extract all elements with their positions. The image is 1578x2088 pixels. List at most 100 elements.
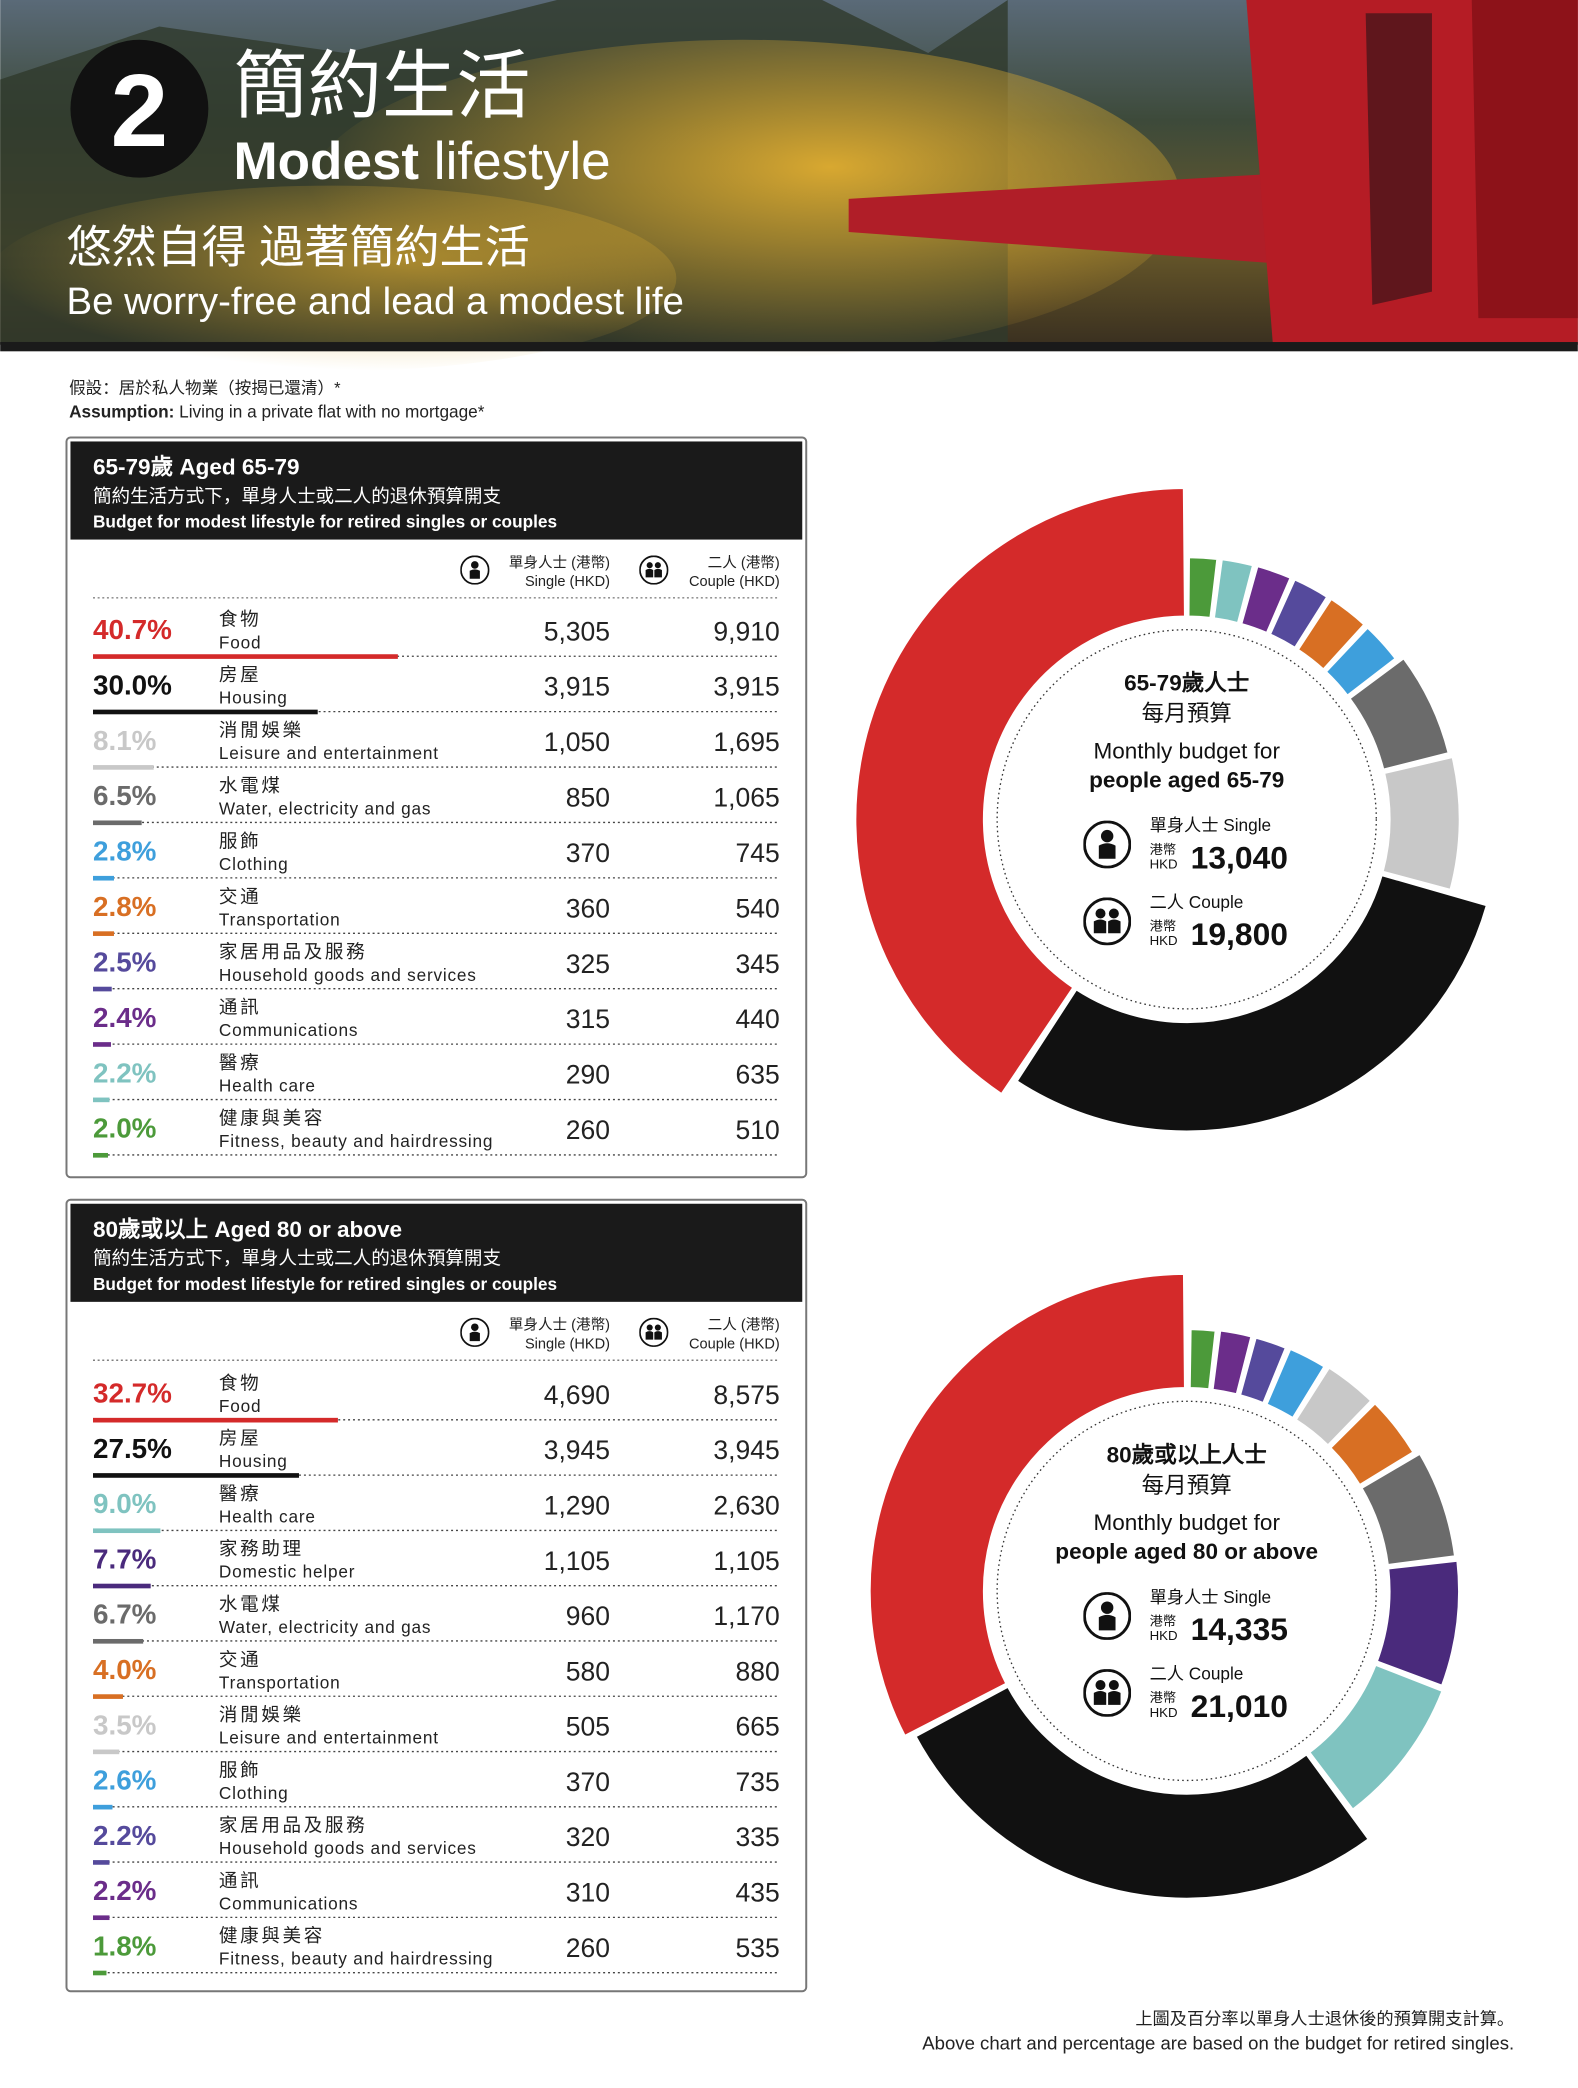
table-header xyxy=(70,1203,803,1302)
category-zh: 水電煤 xyxy=(219,1593,283,1614)
percent-label: 2.8% xyxy=(93,891,157,922)
category-zh: 食物 xyxy=(219,1372,261,1393)
single-amount: 325 xyxy=(566,949,610,979)
donut-segment xyxy=(1294,1366,1373,1447)
category-en: Household goods and services xyxy=(219,1838,477,1858)
couple-amount: 510 xyxy=(736,1115,780,1145)
couple-amount: 635 xyxy=(736,1060,780,1090)
percent-label: 6.5% xyxy=(93,780,157,811)
donut-segment xyxy=(1240,564,1292,635)
couple-amount: 1,065 xyxy=(713,783,779,813)
couple-amount: 1,105 xyxy=(713,1546,779,1576)
percent-bar xyxy=(93,765,154,770)
table-box xyxy=(65,1198,808,1993)
percent-bar xyxy=(93,1749,120,1755)
category-en: Water, electricity and gas xyxy=(219,1617,431,1637)
category-zh: 健康與美容 xyxy=(219,1925,325,1946)
percent-label: 2.5% xyxy=(93,946,157,977)
category-en: Leisure and entertainment xyxy=(219,1728,439,1748)
percent-bar xyxy=(93,654,398,659)
currency-zh: 港幣 xyxy=(1150,1690,1177,1705)
single-icon xyxy=(460,1317,490,1347)
percent-bar xyxy=(93,986,112,992)
percent-label: 2.8% xyxy=(93,836,157,867)
couple-amount: 1,695 xyxy=(713,727,779,757)
category-en: Health care xyxy=(219,1506,316,1526)
category-en: Food xyxy=(219,1396,261,1416)
column-header: Couple (HKD) xyxy=(689,1336,780,1352)
category-zh: 食物 xyxy=(219,609,261,630)
category-zh: 家務助理 xyxy=(219,1538,304,1559)
title-zh: 簡約生活 xyxy=(234,44,531,127)
table-box xyxy=(65,436,808,1179)
title-en-light: lifestyle xyxy=(434,132,611,191)
center-subtitle-en: people aged 80 or above xyxy=(1055,1539,1318,1564)
donut-segment xyxy=(1360,1452,1457,1567)
category-en: Leisure and entertainment xyxy=(219,743,439,763)
category-zh: 水電煤 xyxy=(219,775,283,796)
percent-label: 2.2% xyxy=(93,1820,157,1851)
currency-en: HKD xyxy=(1150,1705,1178,1720)
couple-amount: 880 xyxy=(736,1656,780,1686)
couple-icon xyxy=(639,555,669,585)
section-badge xyxy=(70,39,209,178)
center-title-en: Monthly budget for xyxy=(1093,738,1280,763)
center-subtitle-zh: 每月預算 xyxy=(1142,701,1232,726)
couple-icon xyxy=(1083,897,1132,946)
couple-amount: 3,915 xyxy=(713,672,779,702)
category-en: Fitness, beauty and hairdressing xyxy=(219,1131,493,1151)
percent-bar xyxy=(93,1694,123,1699)
percent-bar xyxy=(93,1915,110,1921)
category-zh: 醫療 xyxy=(219,1052,261,1073)
couple-label: 二人 Couple xyxy=(1150,1664,1244,1684)
single-amount: 260 xyxy=(566,1933,610,1963)
category-en: Housing xyxy=(219,1451,288,1471)
donut-segment xyxy=(868,1272,1186,1738)
column-header: Single (HKD) xyxy=(525,1336,610,1352)
table-subtitle-zh: 簡約生活方式下，單身人士或二人的退休預算開支 xyxy=(93,1248,501,1269)
percent-bar xyxy=(93,1970,107,1976)
single-amount: 850 xyxy=(566,783,610,813)
table-title: 80歲或以上 Aged 80 or above xyxy=(93,1217,402,1242)
category-zh: 房屋 xyxy=(219,1428,261,1449)
category-zh: 通訊 xyxy=(219,1870,261,1891)
couple-amount: 435 xyxy=(736,1877,780,1907)
category-zh: 交通 xyxy=(219,1649,261,1670)
section-number: 2 xyxy=(111,52,169,168)
table-subtitle-zh: 簡約生活方式下，單身人士或二人的退休預算開支 xyxy=(93,485,501,506)
currency-zh: 港幣 xyxy=(1150,1613,1177,1628)
category-en: Clothing xyxy=(219,854,289,874)
donut-segment xyxy=(1348,656,1450,771)
percent-bar xyxy=(93,1528,161,1534)
single-amount: 3,915 xyxy=(544,672,610,702)
percent-bar xyxy=(93,1583,151,1589)
percent-label: 40.7% xyxy=(93,614,172,645)
category-zh: 服飾 xyxy=(219,1759,261,1780)
donut-segment xyxy=(1015,873,1489,1133)
donut-segment xyxy=(1308,1663,1444,1811)
center-subtitle-zh: 每月預算 xyxy=(1142,1473,1232,1498)
currency-zh: 港幣 xyxy=(1150,842,1177,857)
category-zh: 通訊 xyxy=(219,997,261,1018)
donut-segment xyxy=(1187,556,1219,619)
column-header: 單身人士 (港幣) xyxy=(509,1317,610,1334)
couple-amount: 3,945 xyxy=(713,1435,779,1465)
center-title-en: Monthly budget for xyxy=(1093,1510,1280,1535)
single-amount: 1,105 xyxy=(544,1546,610,1576)
percent-bar xyxy=(93,1152,108,1158)
currency-en: HKD xyxy=(1150,1628,1178,1643)
single-amount: 3,945 xyxy=(544,1435,610,1465)
single-icon xyxy=(1083,1592,1132,1640)
couple-icon xyxy=(1083,1669,1132,1717)
couple-amount: 1,170 xyxy=(713,1601,779,1631)
percent-label: 2.2% xyxy=(93,1057,157,1088)
couple-amount: 9,910 xyxy=(713,616,779,646)
percent-bar xyxy=(93,820,142,826)
percent-label: 27.5% xyxy=(93,1433,172,1464)
donut-segment xyxy=(1381,755,1461,892)
single-amount: 4,690 xyxy=(544,1380,610,1410)
couple-amount: 8,575 xyxy=(713,1380,779,1410)
single-amount: 580 xyxy=(566,1656,610,1686)
percent-label: 1.8% xyxy=(93,1930,157,1961)
percent-label: 9.0% xyxy=(93,1488,157,1519)
